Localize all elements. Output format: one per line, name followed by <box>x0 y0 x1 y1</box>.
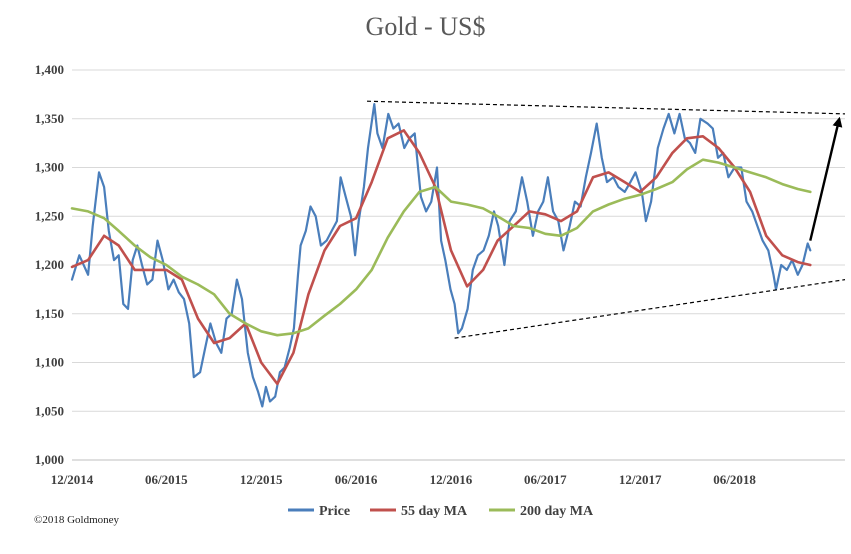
y-tick-label: 1,400 <box>35 62 64 77</box>
trend-arrow <box>809 116 843 241</box>
x-tick-label: 06/2016 <box>335 472 378 487</box>
trend-annotations <box>366 100 846 339</box>
y-tick-label: 1,300 <box>35 160 64 175</box>
x-tick-label: 12/2016 <box>430 472 473 487</box>
x-tick-label: 12/2017 <box>619 472 662 487</box>
legend-label-200-day-ma: 200 day MA <box>520 504 594 519</box>
series-line-200-day-ma <box>70 158 812 337</box>
x-tick-label: 06/2018 <box>713 472 756 487</box>
trend-dashed-line <box>366 100 846 115</box>
legend-label-price: Price <box>319 504 350 519</box>
series-line-price <box>70 103 812 408</box>
x-tick-label: 06/2015 <box>145 472 188 487</box>
grid-lines <box>72 69 845 412</box>
y-tick-label: 1,050 <box>35 403 64 418</box>
x-axis-tick-labels: 12/2014 06/2015 12/2015 06/2016 12/2016 06/20… <box>51 472 757 487</box>
legend: Price 55 day MA 200 day MA <box>288 504 594 519</box>
chart-title: Gold - US$ <box>365 12 486 41</box>
y-tick-label: 1,000 <box>35 452 64 467</box>
x-tick-label: 12/2014 <box>51 472 94 487</box>
x-tick-label: 06/2017 <box>524 472 567 487</box>
y-tick-label: 1,250 <box>35 208 64 223</box>
y-tick-label: 1,100 <box>35 355 64 370</box>
series-line-55-day-ma <box>70 129 812 386</box>
y-axis-tick-labels: 1,000 1,050 1,100 1,150 1,200 1,250 1,300 1,350… <box>35 62 64 467</box>
x-tick-label: 12/2015 <box>240 472 283 487</box>
series-lines <box>70 103 812 408</box>
y-tick-label: 1,350 <box>35 111 64 126</box>
trend-dashed-line <box>454 279 846 339</box>
y-tick-label: 1,200 <box>35 257 64 272</box>
copyright-text: ©2018 Goldmoney <box>34 514 120 526</box>
legend-label-55-day-ma: 55 day MA <box>401 504 468 519</box>
y-tick-label: 1,150 <box>35 306 64 321</box>
